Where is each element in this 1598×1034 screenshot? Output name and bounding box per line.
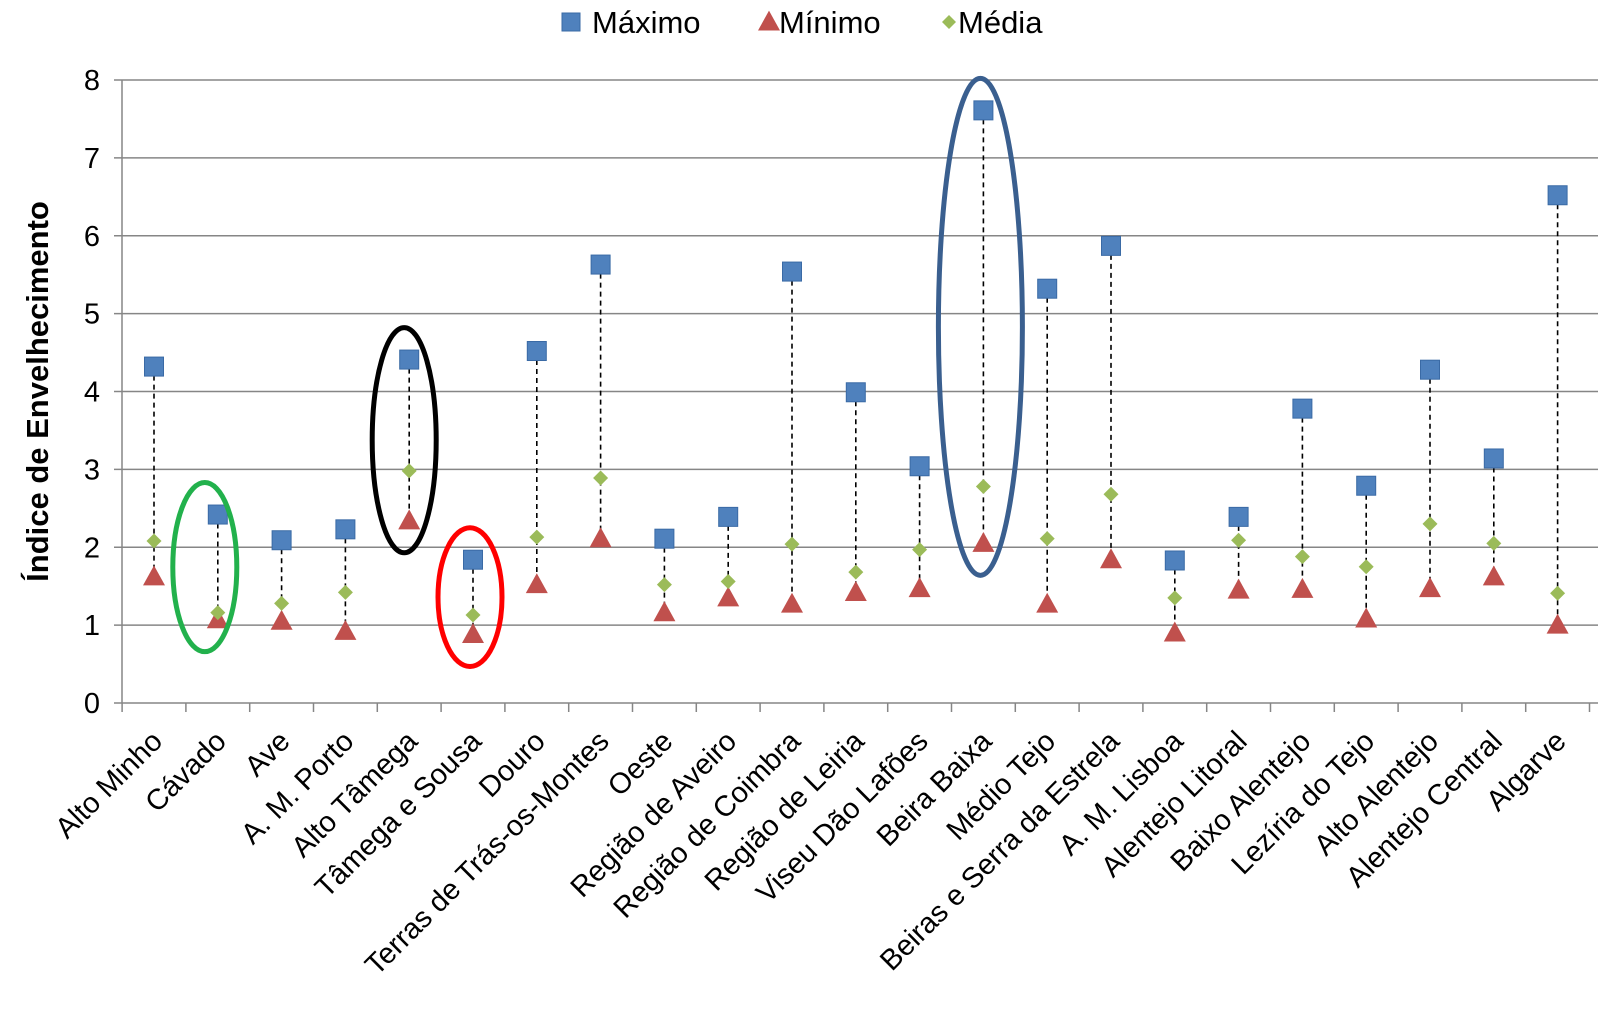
- y-tick-label-1: 1: [84, 610, 100, 642]
- point-square-15: [1101, 235, 1121, 256]
- point-square-6: [526, 341, 547, 362]
- point-square-16: [1164, 550, 1185, 571]
- legend-marker-0: [561, 12, 581, 32]
- point-triangle-20: [1419, 577, 1441, 598]
- point-diamond-2: [274, 595, 290, 611]
- point-diamond-4: [401, 463, 417, 479]
- point-diamond-7: [593, 470, 609, 486]
- legend-marker-2: [942, 15, 956, 29]
- point-triangle-11: [844, 581, 867, 601]
- point-diamond-14: [1039, 531, 1055, 547]
- point-triangle-2: [270, 609, 293, 630]
- y-tick-label-4: 4: [84, 377, 100, 409]
- highlight-layer: [170, 75, 1025, 669]
- point-diamond-19: [1358, 559, 1374, 575]
- point-square-9: [718, 506, 739, 527]
- point-triangle-8: [653, 601, 676, 622]
- point-diamond-10: [784, 536, 800, 552]
- point-diamond-9: [720, 574, 736, 590]
- legend-label-0: Máximo: [592, 5, 701, 40]
- point-square-2: [271, 530, 292, 551]
- legend-marker-1: [758, 10, 780, 31]
- point-square-7: [590, 254, 611, 275]
- point-triangle-21: [1482, 565, 1505, 586]
- point-diamond-1: [210, 605, 226, 621]
- point-triangle-10: [781, 592, 803, 613]
- y-tick-label-2: 2: [84, 532, 100, 564]
- point-triangle-13: [972, 531, 995, 552]
- y-tick-label-5: 5: [84, 299, 100, 331]
- point-square-19: [1356, 475, 1377, 496]
- grid-layer: [122, 79, 1598, 626]
- legend: Máximo Mínimo Média: [561, 5, 1043, 40]
- highlight-ellipse-2: [435, 525, 505, 669]
- point-diamond-12: [912, 542, 928, 558]
- point-diamond-21: [1486, 535, 1502, 551]
- point-diamond-6: [529, 529, 545, 545]
- y-tick-label-6: 6: [84, 221, 100, 253]
- highlight-ellipse-0: [170, 480, 240, 655]
- point-square-11: [845, 382, 866, 403]
- point-square-21: [1483, 448, 1504, 469]
- point-square-20: [1420, 359, 1440, 380]
- point-square-18: [1292, 398, 1313, 419]
- highlight-ellipse-3: [935, 75, 1025, 578]
- point-diamond-8: [656, 577, 672, 593]
- point-diamond-18: [1294, 549, 1310, 565]
- point-triangle-3: [334, 619, 357, 640]
- point-triangle-22: [1546, 613, 1569, 634]
- point-triangle-14: [1036, 592, 1059, 613]
- point-square-0: [144, 356, 164, 377]
- point-square-5: [463, 549, 483, 570]
- point-triangle-18: [1291, 577, 1314, 598]
- point-diamond-17: [1231, 532, 1247, 548]
- point-square-3: [335, 519, 356, 540]
- y-tick-label-8: 8: [84, 65, 100, 97]
- point-diamond-5: [465, 607, 481, 623]
- point-square-8: [654, 528, 675, 549]
- point-square-13: [973, 100, 994, 121]
- y-tick-label-0: 0: [84, 688, 100, 720]
- point-square-1: [207, 504, 228, 525]
- point-triangle-0: [143, 565, 165, 586]
- point-triangle-16: [1163, 621, 1186, 642]
- point-triangle-17: [1227, 578, 1250, 599]
- y-tick-label-7: 7: [84, 143, 100, 175]
- point-triangle-15: [1100, 548, 1122, 569]
- point-square-22: [1547, 185, 1568, 206]
- point-diamond-16: [1167, 590, 1183, 606]
- marker-layer: [143, 100, 1569, 644]
- point-square-4: [399, 349, 420, 370]
- point-square-17: [1228, 506, 1249, 527]
- legend-label-1: Mínimo: [779, 5, 881, 40]
- legend-label-2: Média: [958, 5, 1043, 40]
- point-diamond-3: [337, 584, 353, 600]
- point-triangle-4: [398, 509, 421, 530]
- y-axis-label: Índice de Envelhecimento: [20, 201, 55, 582]
- point-triangle-9: [717, 586, 740, 607]
- point-diamond-22: [1550, 585, 1566, 601]
- point-square-12: [909, 456, 930, 477]
- point-diamond-15: [1103, 486, 1119, 502]
- point-square-10: [782, 261, 802, 282]
- point-triangle-7: [589, 527, 612, 548]
- point-diamond-0: [146, 533, 162, 549]
- point-triangle-6: [525, 573, 548, 594]
- point-triangle-12: [908, 577, 931, 598]
- y-tick-label-3: 3: [84, 454, 100, 486]
- stem-layer: [153, 110, 1559, 635]
- highlight-ellipse-1: [369, 325, 439, 556]
- point-triangle-19: [1355, 607, 1378, 628]
- point-diamond-13: [975, 479, 991, 495]
- point-square-14: [1037, 278, 1058, 299]
- point-diamond-11: [848, 564, 864, 580]
- point-triangle-5: [462, 623, 484, 644]
- point-diamond-20: [1422, 516, 1438, 532]
